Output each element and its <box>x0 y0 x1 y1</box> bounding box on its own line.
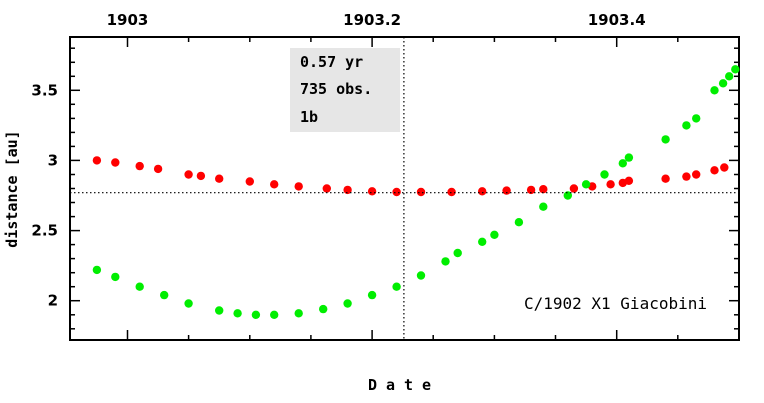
series-0-point-26 <box>682 172 691 181</box>
series-0-point-25 <box>661 174 670 183</box>
series-0-point-1 <box>111 158 120 167</box>
series-0-point-3 <box>153 164 163 174</box>
series-0-point-16 <box>478 187 487 196</box>
series-1-point-15 <box>441 257 450 266</box>
series-0-point-24 <box>624 176 634 185</box>
series-0-point-2 <box>135 161 144 171</box>
series-0-point-20 <box>569 184 579 193</box>
series-1-point-14 <box>416 271 426 280</box>
y-tick-label-1: 2.5 <box>31 222 58 240</box>
series-1-point-23 <box>600 170 609 179</box>
info-box <box>290 48 400 132</box>
series-1-point-30 <box>718 79 728 88</box>
x-tick-label-2: 1903.4 <box>588 11 646 29</box>
y-axis-title: distance [au] <box>3 130 21 247</box>
series-1-point-22 <box>581 180 591 189</box>
series-0-point-10 <box>322 184 331 193</box>
series-0-point-13 <box>392 187 401 197</box>
series-1-point-24 <box>618 159 627 168</box>
series-0-point-4 <box>184 170 193 179</box>
x-tick-label-1: 1903.2 <box>343 11 401 29</box>
series-1-point-29 <box>710 86 719 95</box>
series-1-point-31 <box>725 72 734 81</box>
series-0-point-9 <box>294 182 303 191</box>
series-1-point-0 <box>92 265 102 275</box>
series-0-point-6 <box>215 174 224 183</box>
series-1-point-16 <box>453 248 462 258</box>
series-0-point-17 <box>502 186 511 195</box>
series-1-point-8 <box>270 310 279 319</box>
comet-name-label: C/1902 X1 Giacobini <box>524 294 707 313</box>
series-1-point-2 <box>135 282 144 291</box>
series-1-point-7 <box>251 310 261 319</box>
series-0-point-28 <box>710 166 719 175</box>
y-tick-label-3: 3.5 <box>31 81 58 99</box>
series-0-point-0 <box>92 156 102 165</box>
info-orbit-solution: 1b <box>300 108 318 126</box>
series-1-point-3 <box>160 290 169 300</box>
series-1-point-20 <box>539 202 548 211</box>
series-0-point-15 <box>447 187 456 197</box>
series-1-point-17 <box>478 237 487 246</box>
x-tick-label-0: 1903 <box>107 11 149 29</box>
info-duration: 0.57 yr <box>300 53 363 71</box>
info-observations: 735 obs. <box>300 80 372 98</box>
series-0-point-18 <box>526 185 536 195</box>
series-1-point-9 <box>294 309 303 318</box>
series-1-point-5 <box>215 306 224 315</box>
series-1-point-27 <box>682 121 691 130</box>
series-1-point-18 <box>490 230 499 239</box>
series-1-point-13 <box>392 282 401 291</box>
series-0-point-5 <box>196 171 206 181</box>
series-0-point-11 <box>343 185 352 195</box>
y-tick-label-0: 2 <box>48 292 58 310</box>
series-1-point-25 <box>624 153 634 162</box>
x-axis-title: Date <box>368 376 440 394</box>
y-tick-label-2: 3 <box>48 151 58 169</box>
series-1-point-12 <box>367 290 377 300</box>
series-0-point-12 <box>367 187 377 196</box>
series-0-point-19 <box>539 185 548 194</box>
series-0-point-7 <box>245 177 254 186</box>
series-1-point-1 <box>111 272 120 282</box>
series-1-point-10 <box>319 304 328 314</box>
data-marks <box>92 65 740 319</box>
series-0-point-22 <box>606 180 615 189</box>
series-1-point-32 <box>731 65 740 74</box>
series-0-point-29 <box>720 163 729 172</box>
series-1-point-11 <box>343 299 352 308</box>
series-1-point-28 <box>692 114 701 123</box>
series-1-point-4 <box>184 299 193 308</box>
series-1-point-6 <box>233 309 242 318</box>
series-0-point-14 <box>416 187 426 197</box>
axis-ticks: 1903 1903.2 1903.4 2 2.5 3 3.5 <box>31 11 740 340</box>
series-1-point-26 <box>661 135 670 144</box>
series-0-point-8 <box>270 180 279 189</box>
reference-lines <box>70 37 739 340</box>
series-1-point-19 <box>514 218 524 227</box>
series-1-point-21 <box>563 191 572 200</box>
series-0-point-27 <box>692 170 701 179</box>
